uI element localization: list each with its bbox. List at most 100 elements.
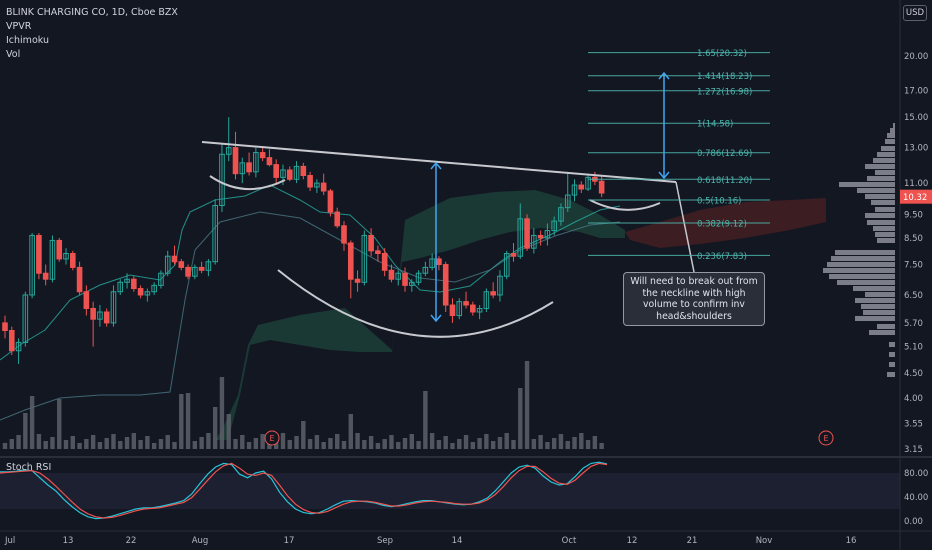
volume-bar (124, 437, 130, 449)
candle (22, 291, 29, 347)
volume-bar (470, 442, 476, 449)
volume-bar (396, 442, 401, 449)
last-price-tag: 10.32 (900, 189, 932, 204)
candle (476, 305, 483, 320)
candle-body (415, 272, 422, 283)
vpvr-row (831, 256, 895, 261)
candle (544, 223, 551, 246)
legend-indicator-vpvr[interactable]: VPVR (6, 21, 32, 32)
fibonacci-levels: 1.65(20.32) 1.414(18.23) 1.272(16.98) 1(14.… (588, 49, 770, 262)
candle-body (232, 147, 239, 175)
candle (185, 264, 191, 280)
volume-bar (97, 442, 103, 449)
right-shoulder-arc (589, 199, 661, 211)
vpvr-row (873, 158, 895, 163)
candle (524, 214, 530, 251)
candle (510, 242, 517, 262)
price-tick-label: 3.15 (904, 445, 923, 455)
volume-bar (118, 441, 123, 449)
vpvr-row (890, 128, 895, 133)
candle (131, 276, 137, 292)
volume-bar (335, 434, 340, 449)
candle-body (442, 264, 449, 306)
time-tick-label: Aug (192, 536, 209, 546)
earnings-circle (818, 430, 834, 446)
candle-body (124, 278, 130, 283)
candle (219, 142, 225, 213)
candle (253, 147, 259, 178)
vpvr-row (861, 304, 895, 309)
earnings-marker: E (264, 430, 280, 446)
price-tick-label: 20.00 (904, 52, 928, 62)
legend-indicator-ichimoku[interactable]: Ichimoku (6, 35, 49, 46)
currency-button[interactable]: USD (903, 5, 927, 21)
fib-level: 0.786(12.69) (588, 149, 770, 159)
candle (585, 173, 591, 191)
candle (347, 240, 354, 299)
candle-body (293, 165, 300, 180)
volume-bar (90, 435, 96, 449)
vpvr-row (835, 250, 895, 255)
volume-bar (518, 388, 523, 449)
candle (232, 131, 239, 180)
volume-bar (307, 439, 313, 449)
vpvr-row (857, 188, 895, 193)
candle (361, 230, 368, 286)
time-tick-label: 14 (452, 536, 463, 546)
candle-body (517, 218, 524, 257)
volume-bar (16, 435, 21, 449)
candle-body (15, 341, 22, 352)
time-tick-label: 17 (284, 536, 295, 546)
candle (375, 245, 381, 262)
volume-bar (212, 407, 218, 449)
cloud-bullish (215, 190, 625, 440)
candle (103, 308, 110, 327)
volume-bar (389, 435, 394, 449)
candle (409, 279, 415, 292)
stoch-rsi-pane: 80.00 40.00 0.00 (0, 461, 928, 527)
candle (327, 188, 334, 217)
earnings-label: E (823, 434, 828, 443)
candle-body (347, 242, 354, 280)
candle (578, 181, 585, 194)
vpvr-row (871, 200, 895, 205)
volume-bar (280, 433, 286, 449)
volume-bar (63, 440, 69, 449)
symbol-title[interactable]: BLINK CHARGING CO, 1D, Cboe BZX (6, 7, 178, 18)
time-tick-label: 21 (687, 536, 698, 546)
volume-bar (43, 441, 48, 449)
head-arc (277, 269, 554, 338)
candle-body (90, 307, 96, 320)
volume-bar (463, 435, 469, 449)
candle (90, 301, 96, 347)
price-tick-label: 4.50 (904, 369, 923, 379)
stoch-rsi-title[interactable]: Stoch RSI (6, 462, 52, 473)
candle-body (551, 220, 557, 232)
fib-level: 0.382(9.12) (588, 219, 770, 229)
candle (307, 171, 313, 191)
candle (314, 179, 320, 194)
annotation-callout[interactable]: Will need to break out from the neckline… (623, 272, 765, 326)
time-tick-label: Nov (756, 536, 773, 546)
candle (537, 230, 544, 246)
legend-indicator-vol[interactable]: Vol (6, 49, 21, 60)
price-tick-label: 8.50 (904, 234, 923, 244)
time-tick-label: Sep (377, 536, 393, 546)
candle-body (524, 218, 530, 249)
stoch-rsi-d-line (0, 462, 608, 519)
candle-body (103, 311, 110, 324)
volume-bar (77, 443, 82, 449)
candle-body (36, 234, 42, 274)
candle-body (158, 272, 164, 286)
volume-bar (409, 434, 414, 449)
volume-bar (402, 438, 408, 449)
candle-body (131, 278, 137, 290)
candle-body (354, 278, 361, 283)
candle (273, 159, 279, 184)
vpvr-row (855, 298, 895, 303)
fib-label: 1.65(20.32) (697, 49, 747, 59)
candle (456, 298, 463, 320)
candle (320, 173, 327, 196)
